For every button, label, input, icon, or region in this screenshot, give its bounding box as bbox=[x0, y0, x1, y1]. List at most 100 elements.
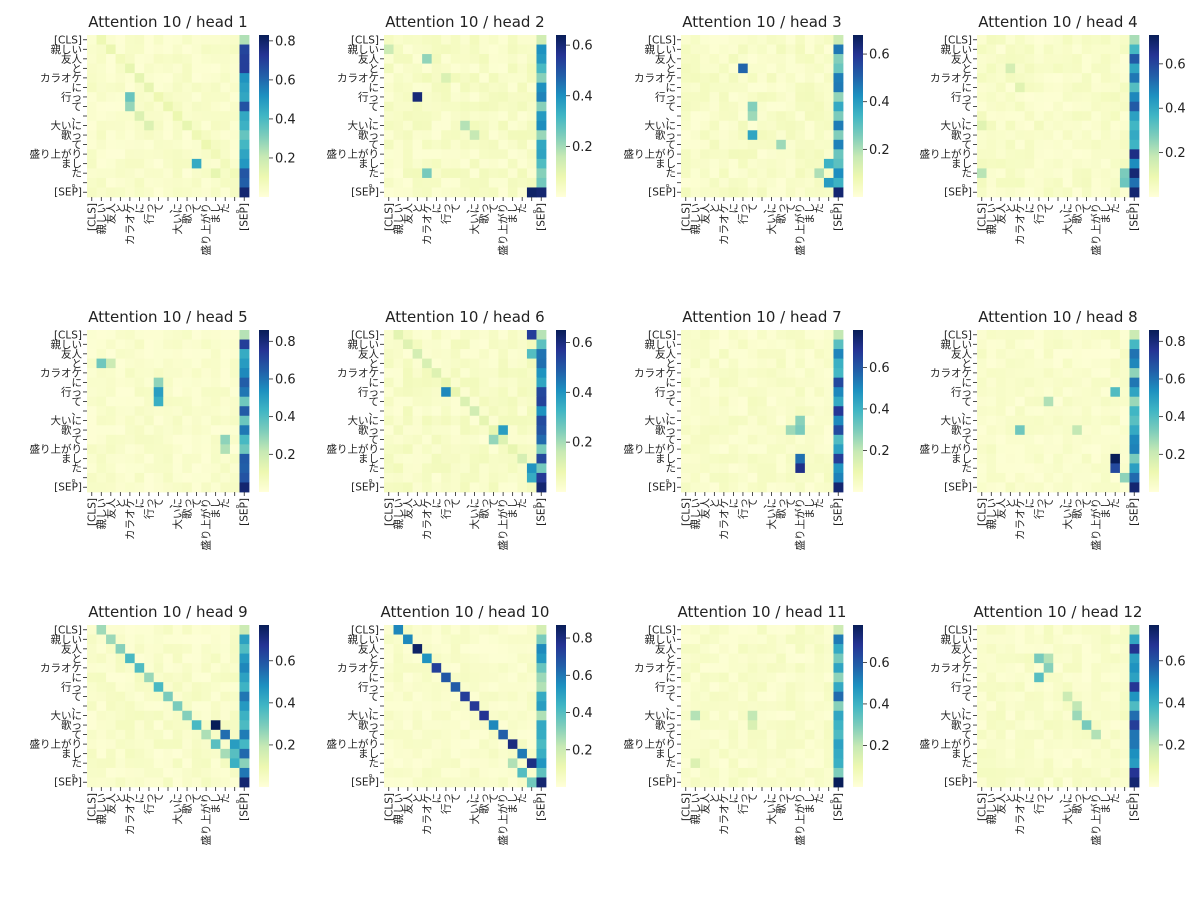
heatmap-cell bbox=[431, 158, 442, 169]
heatmap-cell bbox=[1110, 663, 1121, 674]
heatmap-cell bbox=[201, 682, 212, 693]
y-tick-label: て bbox=[369, 139, 380, 151]
heatmap-cell bbox=[526, 187, 537, 198]
heatmap-cell bbox=[517, 425, 528, 436]
heatmap-cell bbox=[441, 463, 452, 474]
heatmap-cell bbox=[1024, 777, 1035, 788]
heatmap-cell bbox=[1043, 82, 1054, 93]
heatmap-cell bbox=[823, 92, 834, 103]
heatmap-cell bbox=[229, 444, 240, 455]
heatmap-cell bbox=[1043, 453, 1054, 464]
heatmap-cell bbox=[833, 149, 844, 160]
colorbar bbox=[853, 330, 863, 492]
heatmap-cell bbox=[986, 691, 997, 702]
heatmap-cell bbox=[422, 767, 433, 778]
heatmap-cell bbox=[220, 672, 231, 683]
heatmap-cell bbox=[422, 682, 433, 693]
heatmap-cell bbox=[785, 691, 796, 702]
heatmap-cell bbox=[460, 187, 471, 198]
heatmap-cell bbox=[517, 463, 528, 474]
heatmap-cell bbox=[498, 54, 509, 64]
heatmap-cell bbox=[87, 444, 97, 455]
heatmap-cell bbox=[738, 387, 749, 398]
heatmap-cell bbox=[441, 625, 452, 635]
x-tick-label: 盛り上がり bbox=[794, 498, 807, 551]
colorbar bbox=[853, 625, 863, 787]
heatmap-cell bbox=[1129, 396, 1140, 407]
heatmap-cell bbox=[795, 415, 806, 426]
heatmap-cell bbox=[191, 482, 202, 493]
heatmap-cell bbox=[96, 82, 107, 93]
y-tick-label: と bbox=[666, 653, 677, 665]
heatmap-cell bbox=[488, 387, 499, 398]
heatmap-cell bbox=[191, 101, 202, 112]
x-tick-label: 大いに bbox=[468, 793, 481, 825]
x-tick-label: まし bbox=[210, 498, 222, 519]
heatmap-cell bbox=[191, 634, 202, 645]
heatmap-cell bbox=[795, 111, 806, 122]
heatmap-cell bbox=[804, 139, 815, 150]
heatmap-cell bbox=[1043, 120, 1054, 131]
heatmap-cell bbox=[229, 139, 240, 150]
heatmap-cell bbox=[507, 767, 518, 778]
heatmap-cell bbox=[450, 54, 461, 64]
heatmap-cell bbox=[431, 111, 442, 122]
heatmap-cell bbox=[814, 368, 825, 379]
heatmap-cell bbox=[719, 625, 730, 635]
heatmap-cell bbox=[96, 111, 107, 122]
heatmap-cell bbox=[1043, 101, 1054, 112]
heatmap-cell bbox=[728, 396, 739, 407]
heatmap-cell bbox=[1091, 625, 1102, 635]
heatmap-cell bbox=[1129, 415, 1140, 426]
heatmap-cell bbox=[384, 634, 394, 645]
heatmap-cell bbox=[393, 168, 404, 179]
heatmap-cell bbox=[1005, 625, 1016, 635]
heatmap-cell bbox=[1081, 82, 1092, 93]
heatmap-cell bbox=[977, 663, 987, 674]
heatmap-cell bbox=[153, 434, 164, 445]
heatmap-cell bbox=[229, 358, 240, 369]
heatmap-cell bbox=[144, 396, 155, 407]
heatmap-cell bbox=[144, 111, 155, 122]
heatmap-cell bbox=[1015, 63, 1026, 74]
heatmap-cell bbox=[403, 139, 413, 150]
x-tick-label: た bbox=[517, 793, 529, 804]
heatmap-cell bbox=[1100, 463, 1111, 474]
heatmap-cell bbox=[479, 54, 490, 64]
heatmap-cell bbox=[517, 748, 528, 759]
y-tick-label: 行っ bbox=[655, 385, 676, 398]
heatmap-cell bbox=[719, 710, 730, 721]
y-tick-label: て bbox=[666, 396, 677, 408]
heatmap-cell bbox=[384, 54, 394, 64]
heatmap-cell bbox=[747, 701, 758, 712]
heatmap-cell bbox=[526, 691, 537, 702]
heatmap-cell bbox=[201, 463, 212, 474]
heatmap-cell bbox=[488, 339, 499, 350]
heatmap-cell bbox=[795, 387, 806, 398]
heatmap-cell bbox=[384, 377, 394, 388]
heatmap-cell bbox=[757, 396, 768, 407]
heatmap-cell bbox=[804, 634, 815, 645]
heatmap-cell bbox=[125, 54, 136, 64]
heatmap-cell bbox=[823, 767, 834, 778]
heatmap-cell bbox=[1100, 453, 1111, 464]
y-tick-label: 歌っ bbox=[951, 129, 972, 142]
heatmap-cell bbox=[507, 368, 518, 379]
heatmap-cell bbox=[460, 82, 471, 93]
heatmap-cell bbox=[795, 330, 806, 340]
heatmap-cell bbox=[526, 368, 537, 379]
heatmap-cell bbox=[422, 710, 433, 721]
heatmap-cell bbox=[1119, 158, 1130, 169]
heatmap-cell bbox=[1081, 396, 1092, 407]
heatmap-cell bbox=[1081, 330, 1092, 340]
heatmap-cell bbox=[393, 358, 404, 369]
heatmap-cell bbox=[239, 358, 250, 369]
heatmap-cell bbox=[517, 339, 528, 350]
heatmap-cell bbox=[1119, 349, 1130, 359]
heatmap-cell bbox=[479, 444, 490, 455]
heatmap-cell bbox=[690, 767, 701, 778]
heatmap-cell bbox=[700, 758, 710, 769]
heatmap-cell bbox=[738, 644, 749, 654]
panel-title: Attention 10 / head 2 bbox=[385, 13, 544, 31]
